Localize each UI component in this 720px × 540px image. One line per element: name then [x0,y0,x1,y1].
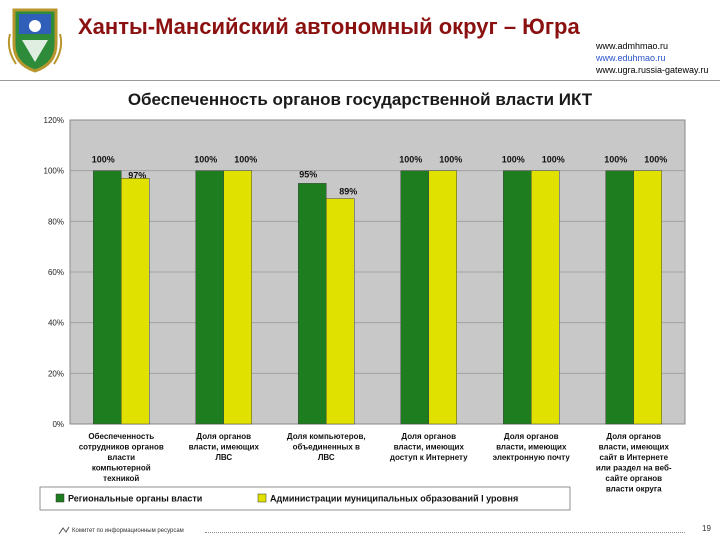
x-tick-label: Доля компьютеров, [287,432,366,441]
url-link-eduhmao[interactable]: www.eduhmao.ru [596,53,666,63]
legend-swatch-municipal [257,493,267,503]
y-tick-label: 0% [52,420,64,429]
x-tick-label: доступ к Интернету [390,453,468,462]
legend-box [39,486,571,511]
y-tick-label: 20% [48,369,64,378]
y-tick-label: 80% [48,217,64,226]
x-tick-label: сотрудников органов [79,443,164,452]
x-tick-label: власти, имеющих [394,443,465,452]
data-label: 97% [128,170,146,180]
x-tick-label: Доля органов [606,432,661,441]
header-divider [0,80,720,81]
x-tick-label: или раздел на веб- [596,464,672,473]
chart: 0% 20% 40% 60% 80% 100% 120% 100% 97% Обеспеченно… [39,116,686,511]
y-tick-label: 60% [48,268,64,277]
data-label: 89% [339,187,357,197]
legend-label-regional: Региональные органы власти [68,494,202,504]
bar-municipal [633,170,662,425]
page-title: Ханты-Мансийский автономный округ – Югра [78,14,580,39]
x-tick-label: Доля органов [504,432,559,441]
y-tick-label: 40% [48,319,64,328]
data-label: 100% [644,155,667,165]
bar-municipal [428,170,457,425]
y-tick-label: 100% [44,167,64,176]
header: Ханты-Мансийский автономный округ – Югра… [0,0,720,82]
data-label: 100% [542,155,565,165]
data-label: 95% [299,169,317,179]
x-tick-label: власти [107,453,135,462]
x-tick-label: сайт в Интернете [599,453,668,462]
data-label: 100% [502,155,525,165]
x-tick-label: электронную почту [493,453,571,462]
x-tick-label: Обеспеченность [88,432,154,441]
coat-of-arms-icon [7,8,63,73]
x-tick-label: власти, имеющих [496,443,567,452]
footer-org: Комитет по информационным ресурсам [72,528,184,534]
footer-logo-icon [58,526,70,536]
bar-municipal [531,170,560,425]
x-tick-label: сайте органов [605,474,662,483]
legend-label-municipal: Администрации муниципальных образований … [270,494,518,504]
data-label: 100% [439,155,462,165]
data-label: 100% [399,155,422,165]
x-tick-label: власти округа [606,485,662,494]
bar-regional [195,170,224,425]
chart-title: Обеспеченность органов государственной в… [127,90,593,109]
data-label: 100% [604,155,627,165]
bar-municipal [121,178,150,425]
bar-regional [93,170,122,425]
data-label: 100% [234,155,257,165]
x-tick-label: Доля органов [196,432,251,441]
url-link-ugra[interactable]: www.ugra.russia-gateway.ru [596,65,709,75]
page-number: 19 [702,524,711,533]
y-tick-label: 120% [44,116,64,125]
data-label: 100% [194,155,217,165]
bar-municipal [223,170,252,425]
x-tick-label: власти, имеющих [599,443,670,452]
x-tick-label: ЛВС [215,453,232,462]
data-label: 100% [92,155,115,165]
footer-divider [205,532,685,533]
bar-regional [298,183,327,425]
bar-municipal [326,198,355,425]
x-tick-label: компьютерной [92,464,151,473]
x-tick-label: объединенных в [293,443,360,452]
x-tick-label: власти, имеющих [189,443,260,452]
url-list: www.admhmao.ru www.eduhmao.ru www.ugra.r… [596,40,708,76]
x-tick-label: ЛВС [318,453,335,462]
bar-regional [400,170,429,425]
bar-regional [503,170,532,425]
legend-swatch-regional [55,493,65,503]
url-link-admhmao[interactable]: www.admhmao.ru [596,41,669,51]
bar-regional [605,170,634,425]
x-tick-label: техникой [103,474,139,483]
x-tick-label: Доля органов [401,432,456,441]
